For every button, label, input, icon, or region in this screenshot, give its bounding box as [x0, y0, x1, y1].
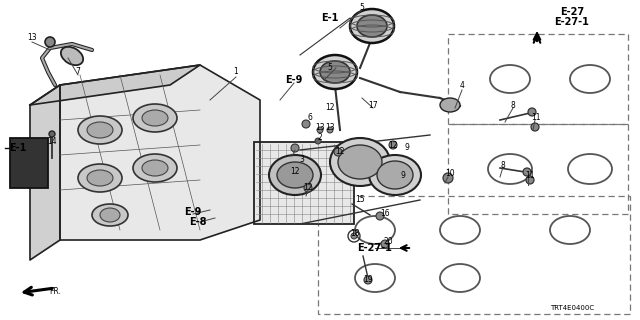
Text: 5: 5 [328, 63, 332, 73]
Ellipse shape [142, 110, 168, 126]
Text: 1: 1 [234, 68, 238, 76]
Polygon shape [30, 85, 60, 260]
Text: 8: 8 [511, 101, 515, 110]
Text: E-8: E-8 [189, 217, 207, 227]
Ellipse shape [357, 15, 387, 37]
Text: 20: 20 [383, 237, 393, 246]
Ellipse shape [377, 161, 413, 189]
Ellipse shape [133, 154, 177, 182]
Polygon shape [60, 65, 260, 240]
Text: FR.: FR. [49, 286, 61, 295]
Polygon shape [30, 65, 200, 105]
Bar [448, 34, 628, 124]
Ellipse shape [92, 204, 128, 226]
Circle shape [526, 176, 534, 184]
Ellipse shape [440, 98, 460, 112]
Text: E-1: E-1 [10, 143, 27, 153]
Ellipse shape [87, 122, 113, 138]
Circle shape [302, 120, 310, 128]
Circle shape [327, 127, 333, 133]
Text: 11: 11 [525, 171, 535, 180]
Text: 19: 19 [363, 276, 373, 284]
Bar [318, 196, 630, 314]
Text: 16: 16 [380, 209, 390, 218]
Text: E-27-1: E-27-1 [555, 17, 589, 27]
Ellipse shape [369, 155, 421, 195]
Circle shape [389, 141, 397, 149]
Ellipse shape [100, 208, 120, 222]
Ellipse shape [269, 155, 321, 195]
Circle shape [443, 173, 453, 183]
Circle shape [45, 37, 55, 47]
Text: 2: 2 [317, 133, 323, 142]
Circle shape [304, 184, 312, 192]
Text: E-9: E-9 [184, 207, 202, 217]
Circle shape [334, 148, 342, 156]
Circle shape [49, 131, 55, 137]
Bar [10, 138, 48, 188]
Ellipse shape [338, 145, 382, 179]
Ellipse shape [133, 104, 177, 132]
Text: 7: 7 [76, 68, 81, 76]
Circle shape [317, 127, 323, 133]
Bar [254, 142, 354, 224]
Circle shape [376, 212, 384, 220]
Text: 4: 4 [460, 82, 465, 91]
Text: 6: 6 [308, 114, 312, 123]
Text: 12: 12 [291, 167, 300, 177]
Text: 17: 17 [368, 101, 378, 110]
Text: 12: 12 [325, 103, 335, 113]
Text: TRT4E0400C: TRT4E0400C [550, 305, 594, 311]
Text: 3: 3 [300, 156, 305, 164]
Text: 14: 14 [47, 138, 57, 147]
Bar [448, 124, 628, 214]
Text: 11: 11 [531, 114, 541, 123]
Ellipse shape [78, 164, 122, 192]
Text: 13: 13 [325, 123, 335, 132]
Text: 5: 5 [360, 4, 364, 12]
Text: 10: 10 [445, 170, 455, 179]
Ellipse shape [78, 116, 122, 144]
Text: 12: 12 [335, 148, 345, 156]
Circle shape [381, 240, 389, 248]
Circle shape [364, 276, 372, 284]
Text: E-27-1: E-27-1 [358, 243, 392, 253]
Circle shape [523, 168, 531, 176]
Text: E-9: E-9 [285, 75, 303, 85]
Text: 15: 15 [355, 196, 365, 204]
Text: 13: 13 [315, 123, 325, 132]
Text: 12: 12 [388, 140, 397, 149]
Ellipse shape [87, 170, 113, 186]
Circle shape [315, 138, 321, 144]
Text: E-1: E-1 [321, 13, 339, 23]
Circle shape [528, 108, 536, 116]
Text: 12: 12 [303, 183, 313, 193]
Ellipse shape [320, 61, 350, 83]
Circle shape [351, 233, 357, 239]
Ellipse shape [61, 47, 83, 65]
Text: 9: 9 [404, 143, 410, 153]
Text: 9: 9 [401, 171, 405, 180]
Ellipse shape [350, 9, 394, 43]
Ellipse shape [142, 160, 168, 176]
Ellipse shape [313, 55, 357, 89]
Text: 18: 18 [350, 229, 360, 238]
Text: E-27: E-27 [560, 7, 584, 17]
Circle shape [531, 123, 539, 131]
Text: 8: 8 [500, 161, 506, 170]
Ellipse shape [277, 162, 313, 188]
Circle shape [291, 144, 299, 152]
Ellipse shape [330, 138, 390, 186]
Text: 13: 13 [27, 34, 37, 43]
